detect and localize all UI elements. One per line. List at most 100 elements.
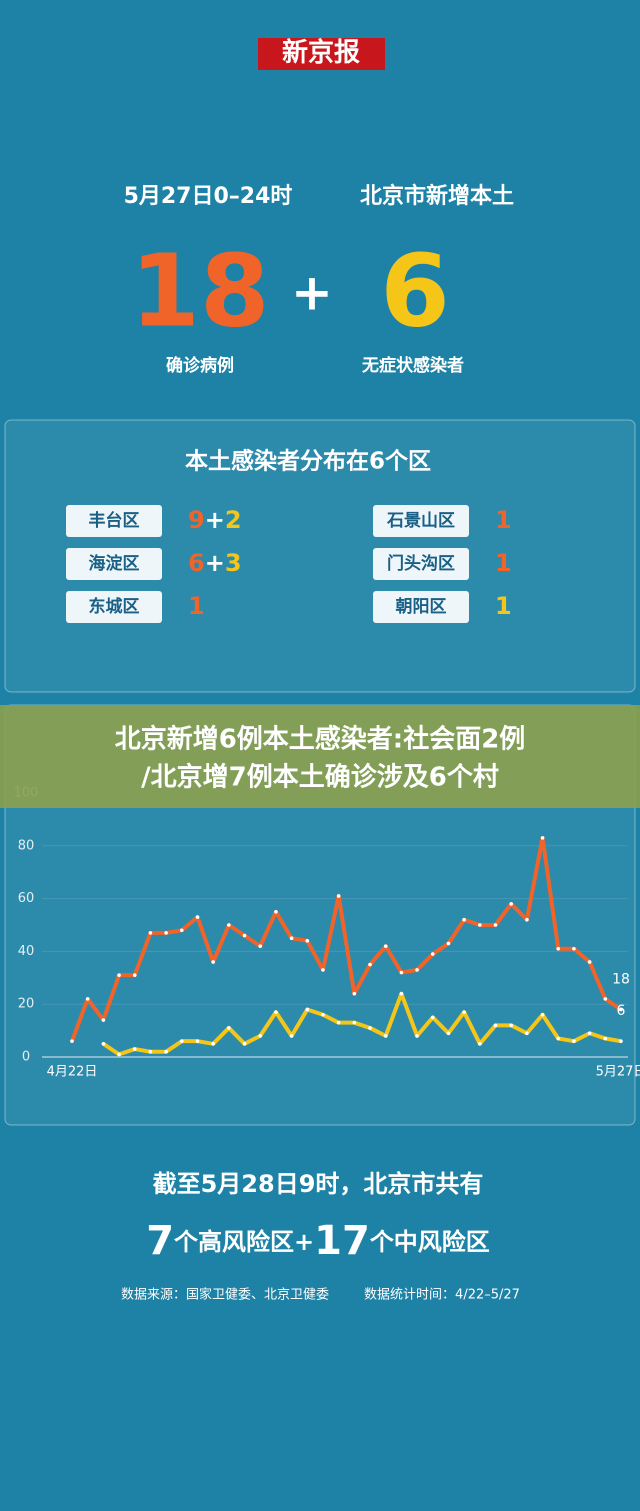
- point: [572, 1039, 576, 1043]
- district-counts: 6+3: [188, 549, 242, 577]
- district-counts: 1: [495, 592, 512, 620]
- point: [321, 968, 325, 972]
- point: [258, 1034, 263, 1038]
- district-box: [66, 591, 162, 623]
- point: [446, 1031, 451, 1036]
- point: [132, 973, 137, 977]
- point: [446, 941, 451, 946]
- point: [540, 836, 545, 840]
- point: [70, 1039, 74, 1043]
- high-count: 7: [146, 1218, 174, 1264]
- district-counts: 9+2: [188, 506, 242, 534]
- asymptomatic-count: 2: [225, 506, 242, 534]
- point: [336, 894, 341, 898]
- point: [132, 1047, 137, 1051]
- end-label: 18: [612, 971, 630, 987]
- mid-count: 17: [314, 1218, 370, 1264]
- logo-box: [258, 38, 385, 70]
- point: [525, 917, 529, 922]
- point: [462, 917, 466, 922]
- point: [619, 1007, 623, 1012]
- point: [587, 1031, 592, 1036]
- plus: +: [291, 264, 333, 322]
- point: [399, 970, 404, 975]
- y-tick-label: 80: [18, 838, 35, 853]
- confirmed-count: 1: [495, 506, 512, 534]
- point: [180, 928, 184, 933]
- point: [383, 944, 388, 948]
- point: [619, 1039, 623, 1043]
- point: [525, 1031, 529, 1036]
- point: [211, 1042, 215, 1046]
- district-box: [373, 591, 469, 623]
- mid-label: 个中风险区: [370, 1228, 490, 1256]
- point: [336, 1020, 341, 1025]
- footer-line: 截至5月28日9时，北京市共有: [153, 1170, 484, 1198]
- district-name: 东城区: [89, 596, 140, 617]
- point: [587, 960, 592, 964]
- point: [227, 923, 231, 927]
- risk-summary: 7个高风险区+17个中风险区: [146, 1218, 490, 1264]
- y-tick-label: 0: [22, 1050, 30, 1065]
- banner-line: 北京新增6例本土感染者:社会面2例: [115, 724, 526, 755]
- point: [305, 1007, 310, 1012]
- y-tick-label: 40: [18, 944, 35, 959]
- source: 数据来源：国家卫健委、北京卫健委: [121, 1287, 329, 1303]
- point: [101, 1042, 106, 1046]
- point: [478, 1042, 482, 1046]
- district-name: 海淀区: [89, 553, 140, 574]
- x-tick-label: 5月27日: [596, 1065, 640, 1080]
- point: [493, 923, 498, 927]
- point: [493, 1023, 498, 1028]
- header-subject: 北京市新增本土: [360, 183, 514, 209]
- point: [430, 952, 435, 956]
- district-panel: [4, 419, 636, 693]
- logo: 新京报: [282, 37, 360, 67]
- banner: [0, 705, 640, 808]
- header-date: 5月27日0–24时: [124, 184, 293, 209]
- point: [164, 1049, 168, 1054]
- point: [509, 902, 513, 906]
- point: [274, 910, 278, 914]
- district-counts: 1: [495, 506, 512, 534]
- point: [540, 1012, 545, 1017]
- point: [258, 944, 263, 948]
- point: [164, 931, 168, 935]
- point: [117, 973, 121, 977]
- district-box: [66, 505, 162, 537]
- point: [148, 931, 153, 935]
- plus: +: [205, 549, 225, 577]
- series-line: [102, 991, 622, 1057]
- point: [242, 1042, 247, 1046]
- point: [274, 1010, 278, 1014]
- asymptomatic-count: 1: [495, 592, 512, 620]
- point: [195, 1039, 200, 1043]
- point: [101, 1018, 106, 1022]
- confirmed-count: 1: [495, 549, 512, 577]
- point: [180, 1039, 184, 1043]
- high-label: 个高风险区+: [174, 1228, 314, 1256]
- point: [321, 1012, 325, 1017]
- point: [415, 1034, 419, 1038]
- district-name: 石景山区: [386, 511, 455, 531]
- asymptomatic-count: 6: [380, 232, 450, 349]
- point: [117, 1052, 121, 1057]
- point: [289, 936, 294, 940]
- point: [85, 997, 90, 1001]
- confirmed-count: 18: [130, 232, 269, 349]
- district-title: 本土感染者分布在6个区: [185, 448, 431, 475]
- point: [509, 1023, 513, 1028]
- point: [399, 991, 404, 996]
- point: [478, 923, 482, 927]
- point: [572, 946, 576, 951]
- district-name: 丰台区: [89, 510, 140, 531]
- confirmed-count: 1: [188, 592, 205, 620]
- point: [352, 991, 357, 996]
- point: [368, 1026, 372, 1030]
- district-counts: 1: [188, 592, 205, 620]
- y-tick-label: 60: [18, 891, 35, 906]
- point: [556, 1036, 561, 1041]
- district-box: [373, 548, 469, 580]
- point: [430, 1015, 435, 1020]
